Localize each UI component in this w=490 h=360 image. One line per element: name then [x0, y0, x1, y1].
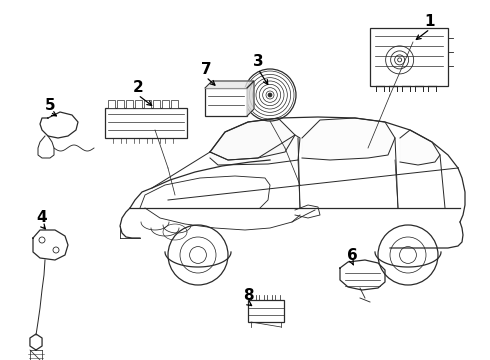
FancyBboxPatch shape	[108, 100, 115, 108]
Text: 6: 6	[346, 248, 357, 262]
Text: 5: 5	[45, 98, 55, 112]
Text: 3: 3	[253, 54, 263, 69]
Polygon shape	[210, 118, 295, 160]
FancyBboxPatch shape	[370, 28, 448, 86]
Polygon shape	[210, 135, 300, 165]
FancyBboxPatch shape	[162, 100, 169, 108]
FancyBboxPatch shape	[171, 100, 178, 108]
Polygon shape	[205, 81, 254, 88]
FancyBboxPatch shape	[135, 100, 142, 108]
Text: 2: 2	[133, 81, 144, 95]
Polygon shape	[400, 130, 440, 165]
Text: 7: 7	[201, 63, 211, 77]
Polygon shape	[302, 118, 395, 160]
FancyBboxPatch shape	[105, 108, 187, 138]
FancyBboxPatch shape	[126, 100, 133, 108]
Polygon shape	[247, 81, 254, 116]
Text: 1: 1	[425, 14, 435, 30]
Text: 8: 8	[243, 288, 253, 303]
FancyBboxPatch shape	[144, 100, 151, 108]
FancyBboxPatch shape	[205, 88, 247, 116]
Text: 4: 4	[37, 211, 48, 225]
FancyBboxPatch shape	[248, 300, 284, 322]
FancyBboxPatch shape	[153, 100, 160, 108]
Circle shape	[268, 93, 272, 97]
FancyBboxPatch shape	[117, 100, 124, 108]
